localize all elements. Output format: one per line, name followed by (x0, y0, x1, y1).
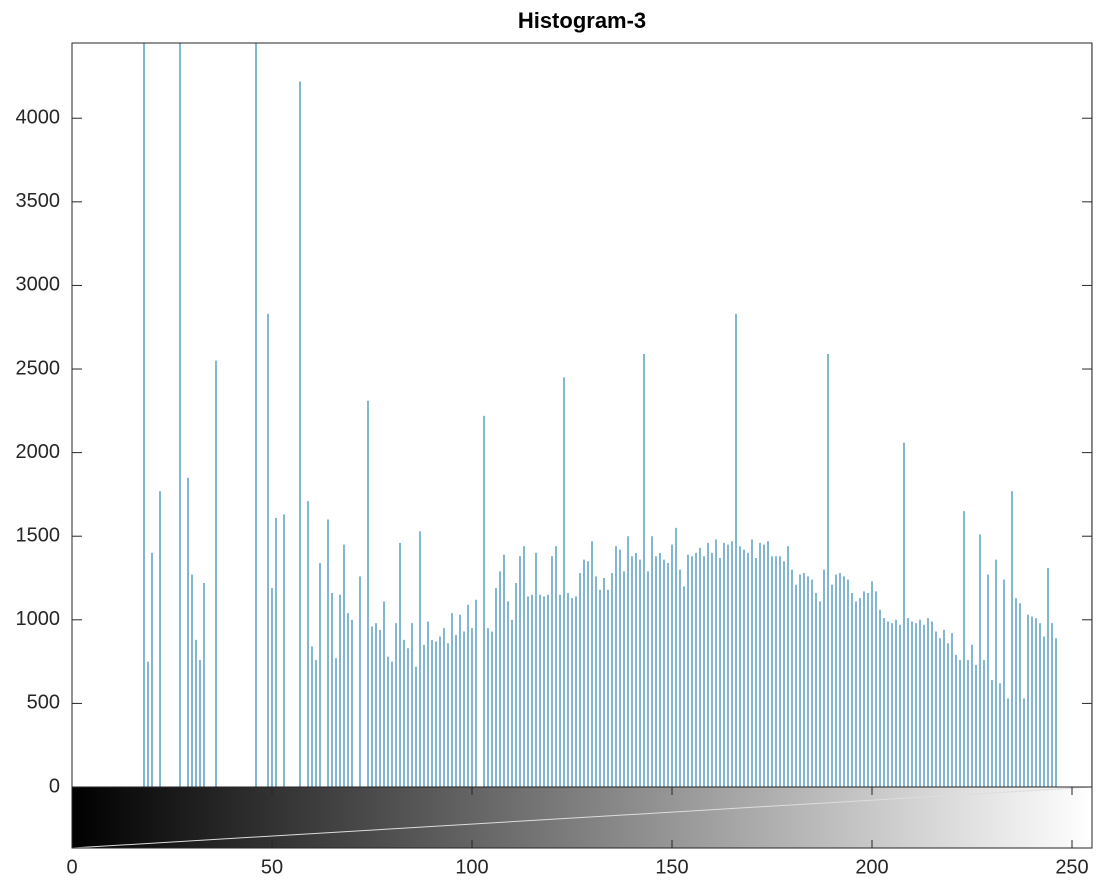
x-tick-label: 150 (655, 856, 688, 878)
y-tick-label: 2500 (16, 357, 61, 379)
y-tick-label: 0 (49, 775, 60, 797)
stems (143, 43, 1092, 787)
y-tick-label: 3000 (16, 274, 61, 296)
x-tick-label: 0 (66, 856, 77, 878)
y-tick-label: 2000 (16, 441, 61, 463)
colorbar-frame (71, 786, 1093, 849)
colorbar-line (71, 786, 1093, 849)
x-tick-label: 250 (1055, 856, 1088, 878)
y-tick-label: 1500 (16, 524, 61, 546)
x-tick-label: 100 (455, 856, 488, 878)
chart-title: Histogram-3 (518, 8, 646, 33)
y-tick-label: 500 (27, 692, 60, 714)
y-tick-label: 1000 (16, 608, 61, 630)
x-tick-label: 200 (855, 856, 888, 878)
y-tick-label: 4000 (16, 107, 61, 129)
x-tick-label: 50 (261, 856, 283, 878)
y-tick-label: 3500 (16, 190, 61, 212)
